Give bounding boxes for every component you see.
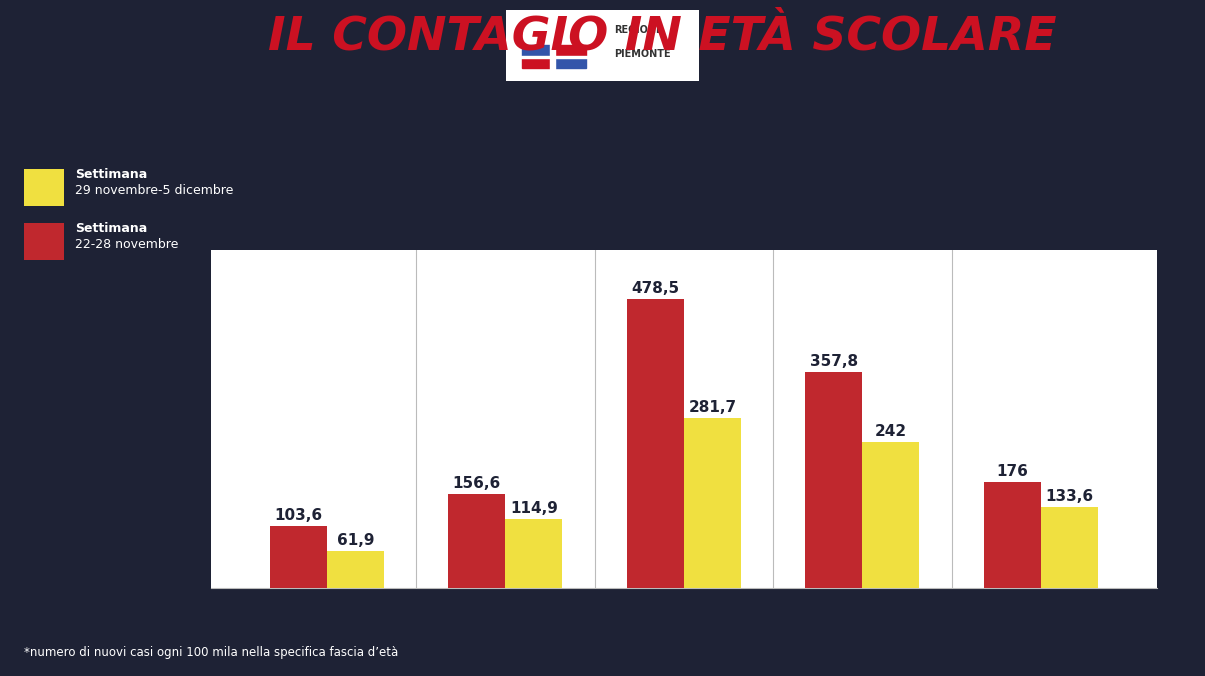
Text: 357,8: 357,8 (810, 354, 858, 369)
Text: Settimana 29 novembre-5 dicembre 2021: Settimana 29 novembre-5 dicembre 2021 (474, 212, 894, 230)
Bar (522, 45, 552, 56)
Text: 242: 242 (875, 424, 907, 439)
Bar (805, 372, 863, 588)
Text: SUPERIORI: SUPERIORI (999, 598, 1083, 612)
Bar (518, 56, 590, 58)
Text: 22-28 novembre: 22-28 novembre (75, 238, 178, 251)
Text: 103,6: 103,6 (275, 508, 323, 523)
Bar (684, 418, 741, 588)
Text: MATERNA: MATERNA (468, 598, 543, 612)
Bar (522, 57, 552, 68)
Bar (1041, 508, 1098, 588)
Text: 478,5: 478,5 (631, 281, 680, 296)
Text: NIDO: NIDO (307, 598, 347, 612)
Text: Settimana: Settimana (75, 222, 147, 235)
Bar (327, 551, 384, 588)
Text: (0-2 anni): (0-2 anni) (296, 619, 358, 631)
Bar (627, 299, 684, 588)
Text: (11-13 anni): (11-13 anni) (824, 619, 900, 631)
Text: REGIONE: REGIONE (615, 25, 663, 35)
Bar (863, 442, 919, 588)
Bar (270, 526, 327, 588)
Bar (505, 518, 563, 588)
Text: 29 novembre-5 dicembre: 29 novembre-5 dicembre (75, 184, 233, 197)
Text: 156,6: 156,6 (453, 476, 501, 491)
Text: 114,9: 114,9 (510, 501, 558, 516)
Text: 281,7: 281,7 (688, 400, 736, 415)
Bar (556, 45, 586, 56)
Text: *numero di nuovi casi ogni 100 mila nella specifica fascia d’età: *numero di nuovi casi ogni 100 mila nell… (24, 646, 399, 659)
FancyBboxPatch shape (496, 7, 709, 85)
Bar (983, 482, 1041, 588)
Text: IL CONTAGIO IN ETÀ SCOLARE: IL CONTAGIO IN ETÀ SCOLARE (269, 15, 1057, 59)
Text: (6-10 anni): (6-10 anni) (649, 619, 718, 631)
Text: INCIDENZA*: INCIDENZA* (624, 180, 743, 198)
Bar (549, 43, 554, 70)
Text: 133,6: 133,6 (1045, 489, 1093, 504)
Text: (14-18 anni): (14-18 anni) (1003, 619, 1080, 631)
Text: ELEMENTARI: ELEMENTARI (635, 598, 733, 612)
Bar (448, 493, 505, 588)
Text: MEDIE: MEDIE (837, 598, 887, 612)
Text: 61,9: 61,9 (336, 533, 375, 548)
Text: (3-5 anni): (3-5 anni) (475, 619, 536, 631)
Text: 176: 176 (997, 464, 1028, 479)
Text: PIEMONTE: PIEMONTE (615, 49, 671, 59)
Text: Settimana: Settimana (75, 168, 147, 181)
Bar (556, 57, 586, 68)
